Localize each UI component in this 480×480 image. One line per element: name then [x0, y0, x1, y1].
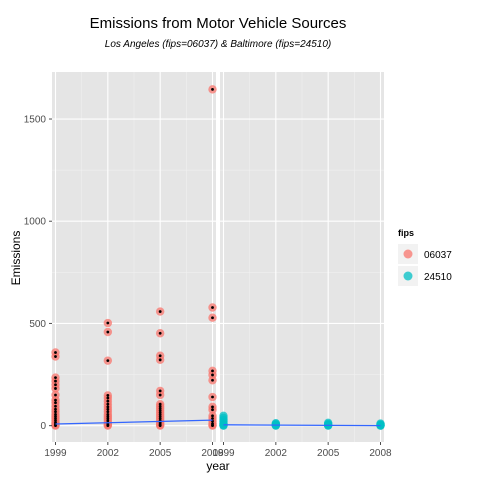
data-point-center: [54, 419, 57, 422]
data-point-center: [54, 401, 57, 405]
data-point-center: [158, 406, 162, 410]
data-point-center: [54, 376, 57, 380]
data-point-center: [54, 424, 57, 428]
data-point-center: [54, 417, 57, 420]
data-point-center: [158, 358, 162, 362]
data-point-center: [158, 410, 162, 414]
data-point-center: [54, 398, 57, 402]
y-axis: 0 500 1000 1500: [24, 115, 52, 432]
chart-title: Emissions from Motor Vehicle Sources: [90, 15, 347, 32]
chart-subtitle: Los Angeles (fips=06037) & Baltimore (fi…: [105, 39, 331, 50]
data-point-center: [211, 316, 214, 320]
y-tick-label: 1000: [24, 217, 47, 228]
data-point-center: [54, 387, 57, 390]
data-point-center: [211, 408, 214, 412]
data-point-center: [54, 410, 57, 414]
data-point-center: [211, 424, 214, 428]
legend-label: 06037: [424, 250, 452, 261]
y-axis-title: Emissions: [9, 231, 23, 286]
data-point-center: [106, 396, 110, 400]
data-point-center: [106, 393, 110, 397]
x-tick-label: 2002: [97, 448, 120, 459]
data-point-center: [54, 355, 57, 358]
data-point-center: [106, 321, 110, 325]
data-point-center: [211, 417, 214, 420]
data-point: [219, 421, 228, 430]
data-point-center: [106, 424, 110, 428]
data-point-center: [158, 408, 162, 412]
x-tick-label: 1999: [212, 448, 235, 459]
data-point-center: [158, 413, 162, 416]
data-point-center: [158, 417, 162, 420]
x-axis-title: year: [206, 459, 229, 473]
data-point-center: [158, 404, 162, 408]
data-point-center: [211, 87, 214, 91]
data-point-center: [106, 330, 110, 334]
data-point-center: [158, 393, 162, 397]
data-point-center: [106, 410, 110, 414]
x-tick-label: 2005: [317, 448, 340, 459]
data-point-center: [158, 389, 162, 393]
legend-swatch-06037: [403, 249, 413, 259]
data-point-center: [158, 310, 162, 313]
data-point-center: [106, 402, 110, 406]
x-tick-label: 2008: [201, 448, 224, 459]
data-point-center: [106, 399, 110, 403]
data-point-center: [106, 417, 110, 420]
data-point-center: [211, 373, 214, 377]
data-point-center: [211, 414, 214, 418]
data-point-center: [54, 351, 57, 354]
facet-panel-06037: [51, 72, 217, 442]
y-tick-label: 0: [40, 421, 46, 432]
x-tick-label: 1999: [44, 448, 67, 459]
legend-swatch-24510: [403, 271, 413, 281]
data-point-center: [106, 415, 110, 418]
data-point-center: [158, 415, 162, 418]
data-point-center: [54, 383, 57, 387]
trend-line: [223, 424, 381, 427]
facet-panels: [51, 72, 385, 442]
data-point-center: [211, 395, 214, 399]
legend-label: 24510: [424, 272, 452, 283]
facet-panel-24510: [219, 72, 385, 442]
data-point-center: [211, 405, 214, 409]
data-point-center: [158, 354, 162, 358]
data-point-center: [106, 413, 110, 416]
y-tick-label: 500: [29, 319, 46, 330]
legend: fips 06037 24510: [398, 228, 452, 286]
data-point-center: [211, 369, 214, 373]
y-tick-label: 1500: [24, 115, 47, 126]
x-tick-label: 2008: [369, 448, 392, 459]
x-tick-label: 2005: [149, 448, 172, 459]
data-point-center: [54, 393, 57, 397]
data-point-center: [54, 407, 57, 411]
data-point-center: [54, 404, 57, 408]
trend-line: [55, 419, 213, 425]
data-point-center: [158, 424, 162, 428]
data-point-center: [106, 419, 110, 422]
data-point-center: [106, 359, 110, 363]
data-point-center: [54, 379, 57, 383]
data-point-center: [158, 331, 162, 335]
data-point-center: [54, 415, 57, 418]
legend-title: fips: [398, 228, 414, 238]
data-point-center: [54, 413, 57, 416]
data-point-center: [106, 405, 110, 409]
data-point-center: [158, 402, 162, 406]
data-point-center: [211, 306, 214, 309]
data-point-center: [106, 407, 110, 411]
data-point-center: [211, 378, 214, 382]
x-tick-label: 2002: [265, 448, 288, 459]
